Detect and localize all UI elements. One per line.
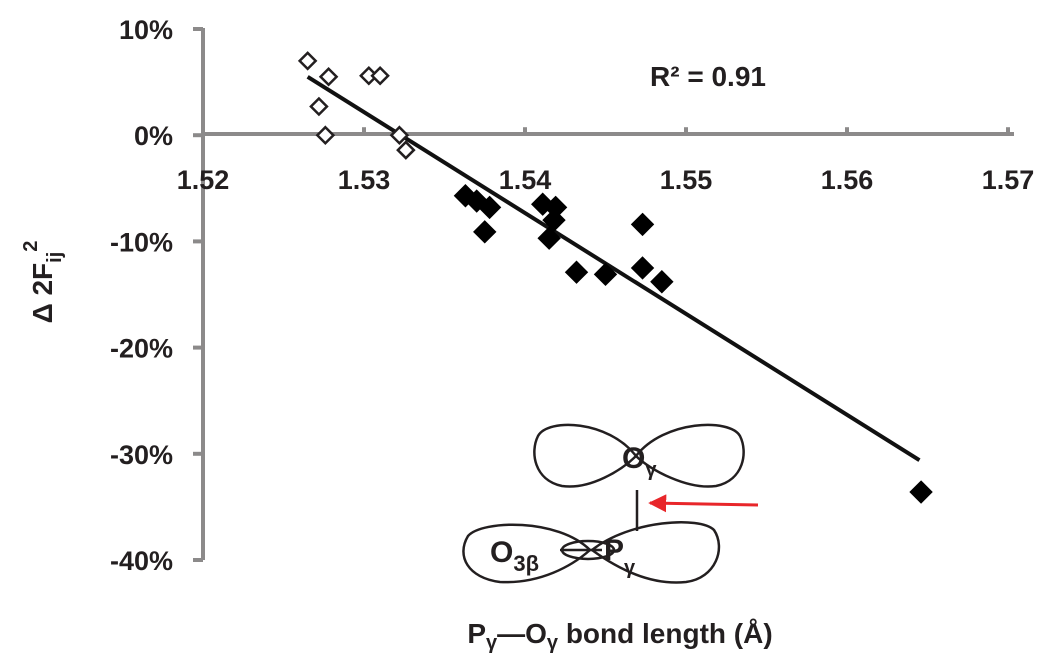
open-diamond-point [297, 51, 318, 71]
x-axis-label-rest: bond length (Å) [558, 618, 773, 649]
x-axis-label-p: P [467, 618, 486, 649]
o3beta-lobe [462, 523, 592, 584]
o-gamma-base: O [622, 442, 645, 475]
r-squared-label: R² = 0.91 [650, 61, 766, 92]
filled-diamond-point [542, 208, 566, 232]
y-axis-label-sup: 2 [20, 241, 42, 252]
x-tick-marks [201, 127, 1010, 136]
o3beta-base: O [490, 536, 513, 569]
open-diamond-point [309, 96, 329, 117]
y-tick-label: -30% [110, 440, 173, 470]
y-axis-label-sub: ij [44, 252, 66, 263]
x-tick-label: 1.53 [338, 165, 391, 195]
y-tick-labels: 10% 0% -10% -20% -30% -40% [110, 15, 173, 576]
p-gamma-base: P [604, 534, 624, 567]
o-gamma-label: Oγ [622, 442, 657, 481]
filled-diamond-point [630, 212, 655, 237]
p-gamma-label: Pγ [604, 534, 636, 579]
p-gamma-sub: γ [624, 557, 636, 579]
red-arrow [648, 494, 759, 513]
open-diamond-point [315, 125, 336, 145]
filled-diamond-point [593, 262, 618, 287]
filled-diamond-point [537, 226, 561, 250]
x-tick-label: 1.57 [982, 165, 1035, 195]
y-axis-label-main: Δ 2F [27, 263, 58, 324]
y-tick-label: -40% [110, 546, 173, 576]
open-diamond-point [389, 125, 410, 145]
trendline [306, 75, 921, 462]
x-tick-label: 1.55 [660, 165, 713, 195]
orbital-diagram: Oγ O3β Pγ [462, 423, 759, 584]
o-gamma-left-lobe [533, 423, 638, 488]
filled-diamond-point [473, 220, 497, 244]
data-points [297, 51, 933, 504]
x-tick-labels: 1.52 1.53 1.54 1.55 1.56 1.57 [177, 165, 1035, 195]
y-tick-label: -10% [110, 227, 173, 257]
x-tick-label: 1.52 [177, 165, 230, 195]
p-gamma-lobe [589, 521, 721, 584]
open-diamond-point [318, 67, 339, 87]
open-diamond-point [370, 65, 390, 86]
y-tick-label: -20% [110, 334, 173, 364]
x-axis-label-dash: —O [497, 618, 547, 649]
filled-diamond-point [909, 480, 933, 504]
x-tick-label: 1.54 [499, 165, 552, 195]
y-tick-label: 10% [119, 15, 173, 45]
y-tick-marks [193, 27, 203, 562]
o-gamma-right-lobe [634, 423, 745, 488]
filled-diamond-point [630, 256, 655, 280]
open-diamond-point [396, 140, 416, 160]
y-axis-label: Δ 2Fij2 [20, 241, 66, 324]
filled-diamond-point [477, 195, 502, 220]
x-tick-label: 1.56 [821, 165, 874, 195]
o-gamma-sub: γ [645, 459, 657, 481]
o3beta-label: O3β [490, 536, 539, 576]
filled-diamond-point [564, 260, 589, 284]
filled-diamond-point [650, 270, 674, 294]
x-axis-label-sub2: γ [547, 632, 559, 654]
x-axis-label-sub1: γ [486, 632, 498, 654]
x-axis-label: Pγ—Oγ bond length (Å) [467, 618, 772, 654]
o3beta-sub: 3β [513, 551, 539, 576]
y-tick-label: 0% [134, 121, 173, 151]
